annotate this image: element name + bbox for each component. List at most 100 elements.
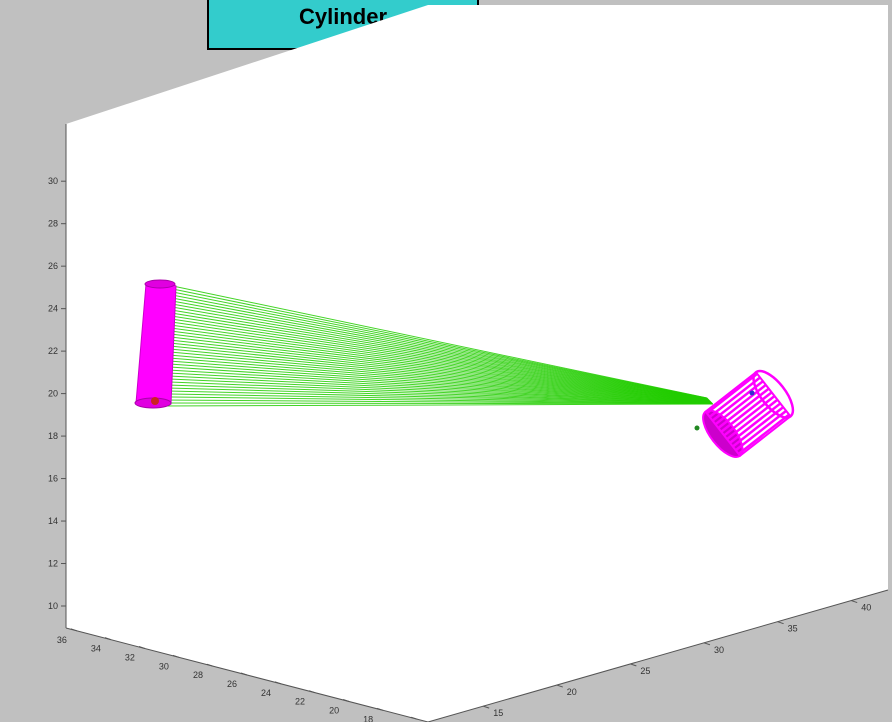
ray-line (164, 360, 711, 403)
z-tick-label: 26 (48, 261, 58, 271)
ray-line (166, 311, 709, 400)
ray-line (163, 369, 712, 403)
right-depth-tick-label: 30 (714, 645, 724, 655)
left-depth-tick-label: 26 (227, 679, 237, 689)
ray-line (165, 329, 710, 401)
ray-line (162, 393, 713, 404)
left-depth-tick (104, 637, 112, 641)
axes: 10 12 14 16 18 20 22 24 26 28 30 36 34 32 30 28 26 24 22 20… (48, 124, 889, 722)
ray-line (167, 299, 708, 400)
right-cylinder-rib (720, 391, 773, 433)
right-cylinder-body (704, 370, 792, 458)
right-depth-tick (556, 684, 563, 688)
left-depth-tick (240, 672, 248, 676)
ray-line (167, 290, 708, 399)
ray-line (163, 381, 712, 404)
right-depth-tick (851, 600, 858, 604)
ray-line (167, 284, 708, 399)
left-depth-tick-label: 24 (261, 688, 271, 698)
cylinders (134, 279, 795, 458)
left-depth-tick-label: 28 (193, 670, 203, 680)
ray-line (163, 378, 712, 404)
right-cylinder-rib (708, 376, 761, 418)
z-tick-label: 14 (48, 516, 58, 526)
z-tick-label: 30 (48, 176, 58, 186)
ray-line (162, 402, 713, 405)
ray-line (163, 372, 712, 403)
ray-line (165, 326, 710, 401)
right-cylinder-rib (737, 413, 790, 455)
ray-line (162, 399, 713, 405)
left-cylinder-top-cap (144, 279, 176, 289)
ray-line (165, 323, 710, 401)
z-tick-label: 24 (48, 304, 58, 314)
ray-line (164, 357, 711, 403)
right-depth-tick (483, 705, 490, 709)
left-depth-tick-label: 32 (125, 652, 135, 662)
ray-line (166, 317, 709, 401)
left-depth-tick (206, 663, 214, 667)
ray-line (164, 363, 711, 403)
ray-line (166, 305, 709, 400)
right-depth-tick-label: 25 (640, 666, 650, 676)
left-depth-tick (308, 690, 316, 694)
left-depth-tick (274, 681, 282, 685)
right-cylinder-rib (723, 395, 776, 437)
ray-line (162, 390, 713, 404)
right-depth-tick (630, 663, 637, 667)
z-tick-label: 10 (48, 601, 58, 611)
right-cylinder-rib (734, 409, 787, 452)
ray-line (165, 332, 710, 401)
right-depth-tick (703, 642, 711, 646)
left-depth-tick-label: 22 (295, 697, 305, 707)
left-depth-tick (138, 646, 146, 649)
ray-line (164, 351, 711, 402)
ray-line (162, 396, 713, 405)
left-depth-tick-label: 34 (91, 644, 101, 654)
ray-line (166, 314, 709, 400)
ray-line (167, 287, 708, 399)
ray-line (163, 384, 712, 404)
ray-line (166, 308, 709, 400)
ray-line (167, 296, 708, 400)
ray-line (167, 302, 708, 400)
right-cylinder (702, 369, 795, 458)
right-cylinder-rib (706, 372, 758, 415)
right-cylinder-edge-marker (694, 425, 700, 431)
ray-line (163, 375, 712, 403)
left-depth-tick (410, 716, 418, 720)
ray-line (165, 338, 710, 402)
right-depth-tick-label: 40 (861, 603, 871, 613)
left-depth-tick-label: 36 (57, 635, 67, 645)
right-depth-tick (777, 621, 784, 625)
left-depth-tick (172, 654, 180, 658)
ray-line (165, 335, 710, 402)
left-depth-tick-label: 30 (159, 661, 169, 671)
z-tick-label: 16 (48, 474, 58, 484)
right-depth-tick-label: 20 (567, 687, 577, 697)
left-depth-tick-label: 20 (329, 706, 339, 716)
right-depth-tick-label: 35 (788, 624, 798, 634)
ray-lines (161, 284, 714, 407)
right-depth-axis-line (427, 589, 889, 722)
left-depth-tick (70, 628, 78, 632)
ray-line (165, 341, 710, 402)
left-cylinder-marker (151, 397, 159, 405)
ray-line (164, 348, 711, 402)
right-cylinder-front-cap (752, 369, 795, 419)
ray-line (166, 320, 709, 401)
left-depth-tick (376, 707, 384, 711)
ray-line (162, 387, 713, 404)
left-depth-tick (342, 699, 350, 702)
right-depth-tick-label: 15 (493, 708, 503, 718)
right-cylinder-marker (749, 390, 755, 396)
ray-line (163, 366, 712, 403)
ray-line (167, 293, 708, 399)
z-tick-label: 18 (48, 431, 58, 441)
z-tick-label: 12 (48, 559, 58, 569)
z-tick-label: 22 (48, 346, 58, 356)
z-tick-label: 20 (48, 389, 58, 399)
left-depth-tick-label: 18 (363, 714, 373, 722)
ray-line (164, 354, 711, 402)
